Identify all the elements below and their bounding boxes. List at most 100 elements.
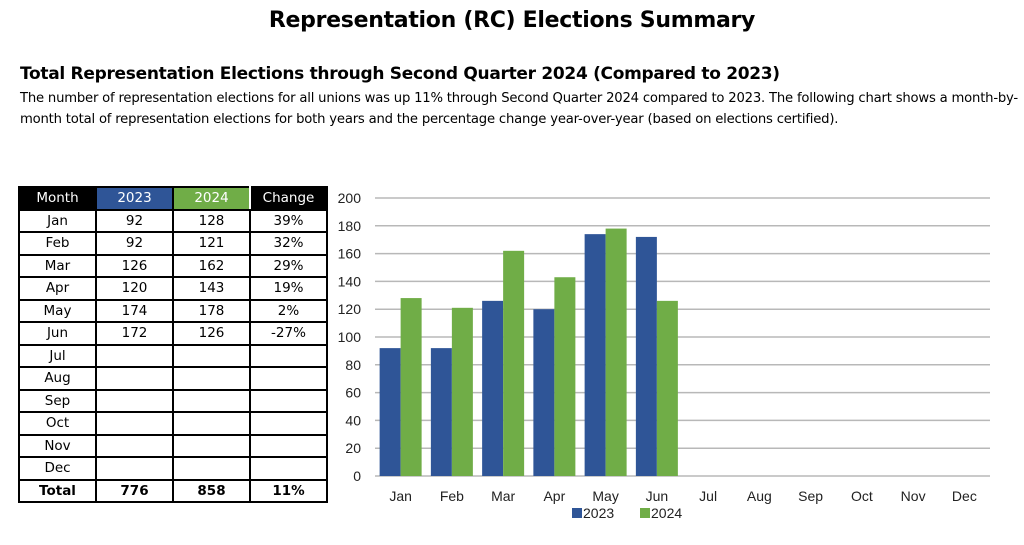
cell-value-2024: 128 [172, 208, 251, 233]
cell-change [249, 388, 328, 413]
x-tick-label: Apr [543, 488, 565, 504]
x-tick-label: Nov [901, 488, 926, 504]
cell-change: 2% [249, 298, 328, 323]
cell-value-2024 [172, 343, 251, 368]
header-change: Change [249, 186, 328, 211]
total-value-2023: 776 [95, 478, 174, 503]
table-row: Jan 92 128 39% [18, 208, 328, 233]
cell-month: Jul [18, 343, 97, 368]
cell-change [249, 456, 328, 481]
cell-value-2023 [95, 343, 174, 368]
cell-value-2023 [95, 411, 174, 436]
cell-value-2023: 172 [95, 321, 174, 346]
total-row: Total 776 858 11% [18, 478, 328, 503]
cell-change [249, 411, 328, 436]
cell-value-2024 [172, 366, 251, 391]
table-row: Jul [18, 343, 328, 368]
legend-label-2023: 2023 [583, 505, 614, 521]
bar-chart: 0 20 40 60 80 100 120 140 160 180 200 Jan Feb Mar Apr M… [338, 190, 990, 521]
bar-2024-jun [656, 300, 678, 476]
cell-value-2024: 121 [172, 231, 251, 256]
cell-value-2024: 178 [172, 298, 251, 323]
y-tick-label: 0 [353, 468, 361, 484]
cell-value-2023 [95, 366, 174, 391]
cell-month: Oct [18, 411, 97, 436]
cell-value-2023 [95, 433, 174, 458]
y-tick-label: 200 [338, 190, 362, 206]
cell-value-2023: 126 [95, 253, 174, 278]
table-row: Jun 172 126 -27% [18, 321, 328, 346]
bar-2024-jan [400, 298, 422, 476]
cell-value-2023 [95, 388, 174, 413]
cell-month: Jan [18, 208, 97, 233]
table-row: Apr 120 143 19% [18, 276, 328, 301]
table-row: May 174 178 2% [18, 298, 328, 323]
x-tick-label: Oct [851, 488, 873, 504]
cell-month: Apr [18, 276, 97, 301]
header-2023: 2023 [95, 186, 174, 211]
bar-2023-jun [635, 236, 657, 476]
table-row: Mar 126 162 29% [18, 253, 328, 278]
cell-change: 29% [249, 253, 328, 278]
bar-2024-apr [554, 277, 576, 476]
description: The number of representation elections f… [20, 91, 1018, 127]
cell-value-2024: 126 [172, 321, 251, 346]
x-tick-label: Jul [699, 488, 717, 504]
bar-2023-may [584, 234, 606, 476]
y-tick-label: 120 [338, 301, 362, 317]
y-tick-label: 160 [338, 246, 362, 262]
cell-value-2024 [172, 388, 251, 413]
cell-change [249, 433, 328, 458]
total-month: Total [18, 478, 97, 503]
bar-2023-jan [379, 348, 401, 476]
y-tick-label: 20 [345, 440, 361, 456]
bar-2024-mar [503, 250, 525, 476]
cell-change [249, 343, 328, 368]
x-tick-label: Dec [952, 488, 977, 504]
cell-value-2024 [172, 456, 251, 481]
bar-2023-feb [430, 348, 452, 476]
table-row: Sep [18, 388, 328, 413]
cell-value-2024: 143 [172, 276, 251, 301]
bar-2024-may [605, 228, 627, 476]
legend-swatch-2023 [572, 508, 582, 518]
cell-change [249, 366, 328, 391]
y-tick-label: 40 [345, 412, 361, 428]
table-row: Feb 92 121 32% [18, 231, 328, 256]
elections-table: Month 2023 2024 Change Jan 92 128 39% Feb 92 1… [18, 186, 328, 503]
x-tick-label: Sep [798, 488, 823, 504]
table-row: Oct [18, 411, 328, 436]
cell-change: -27% [249, 321, 328, 346]
header-2024: 2024 [172, 186, 251, 211]
y-tick-label: 100 [338, 329, 362, 345]
x-tick-label: Aug [747, 488, 772, 504]
table-header-row: Month 2023 2024 Change [18, 186, 328, 211]
cell-month: Dec [18, 456, 97, 481]
y-tick-label: 60 [345, 385, 361, 401]
x-tick-label: May [592, 488, 618, 504]
y-tick-label: 140 [338, 273, 362, 289]
x-tick-label: Mar [491, 488, 515, 504]
bar-2023-apr [533, 309, 555, 476]
cell-month: Nov [18, 433, 97, 458]
table-row: Dec [18, 456, 328, 481]
cell-value-2024 [172, 411, 251, 436]
y-tick-label: 180 [338, 218, 362, 234]
legend-label-2024: 2024 [651, 505, 682, 521]
table-row: Nov [18, 433, 328, 458]
cell-month: Mar [18, 253, 97, 278]
bar-2023-mar [482, 300, 504, 476]
cell-month: May [18, 298, 97, 323]
section-title: Total Representation Elections through S… [20, 64, 780, 84]
legend-swatch-2024 [640, 508, 650, 518]
cell-month: Jun [18, 321, 97, 346]
cell-value-2023: 92 [95, 208, 174, 233]
x-tick-label: Feb [440, 488, 464, 504]
page-title: Representation (RC) Elections Summary [268, 8, 756, 33]
header-month: Month [18, 186, 97, 211]
cell-change: 32% [249, 231, 328, 256]
total-value-2024: 858 [172, 478, 251, 503]
cell-month: Sep [18, 388, 97, 413]
total-change: 11% [249, 478, 328, 503]
cell-value-2023 [95, 456, 174, 481]
